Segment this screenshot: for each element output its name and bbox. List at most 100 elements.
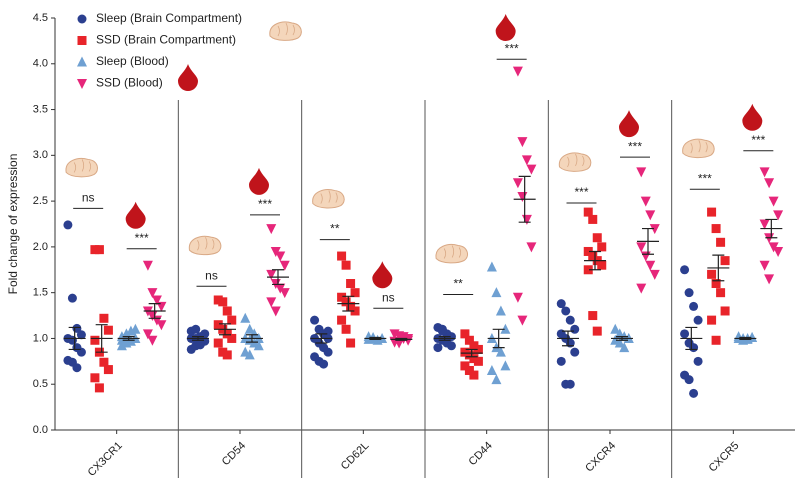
- brain-icon: [269, 21, 302, 41]
- significance-label: ***: [258, 197, 272, 211]
- data-point: [464, 335, 474, 345]
- data-point: [517, 315, 528, 326]
- data-point: [337, 315, 347, 325]
- data-point: [689, 388, 699, 398]
- error-bar: [95, 324, 108, 353]
- data-point: [561, 306, 571, 316]
- error-bar: [315, 333, 328, 344]
- data-point: [716, 237, 726, 247]
- significance-label: ns: [382, 290, 395, 304]
- error-bar: [192, 336, 204, 341]
- data-point: [645, 210, 656, 221]
- data-point: [592, 233, 602, 243]
- error-bar: [712, 254, 725, 282]
- data-point: [565, 379, 575, 389]
- error-bar: [272, 269, 284, 286]
- data-point: [156, 301, 167, 312]
- y-tick-label: 0.5: [33, 378, 48, 390]
- data-point: [337, 292, 347, 302]
- error-bar: [219, 323, 231, 336]
- data-point: [213, 338, 223, 348]
- data-point: [521, 214, 532, 225]
- data-point: [222, 350, 232, 360]
- significance-label: ***: [698, 171, 712, 185]
- data-point: [588, 251, 598, 261]
- error-bar: [148, 303, 161, 319]
- data-point: [597, 260, 607, 270]
- data-point: [689, 301, 699, 311]
- brain-icon-detail: [73, 159, 92, 173]
- data-point: [266, 269, 277, 280]
- data-point: [90, 335, 100, 345]
- legend-marker: [77, 36, 87, 45]
- data-point: [588, 214, 598, 224]
- data-point: [512, 178, 523, 189]
- data-point: [142, 329, 153, 340]
- data-point: [341, 260, 351, 270]
- data-point: [614, 337, 625, 348]
- data-point: [680, 265, 690, 275]
- data-point: [764, 178, 775, 189]
- data-point: [711, 279, 721, 289]
- error-bar: [589, 250, 601, 271]
- y-tick-label: 1.0: [33, 332, 48, 344]
- data-point: [486, 364, 497, 375]
- data-point: [151, 295, 162, 306]
- data-point: [707, 315, 717, 325]
- data-point: [720, 256, 730, 266]
- data-point: [341, 324, 351, 334]
- significance-label: ***: [574, 185, 588, 199]
- data-point: [67, 293, 77, 303]
- data-point: [517, 192, 528, 203]
- data-point: [116, 340, 127, 351]
- brain-icon: [435, 244, 469, 264]
- data-point: [473, 356, 483, 366]
- data-point: [583, 246, 593, 256]
- significance-label: ns: [82, 191, 95, 205]
- data-point: [486, 261, 497, 272]
- significance-label: ***: [628, 139, 642, 153]
- data-point: [640, 196, 651, 207]
- data-point: [323, 347, 333, 357]
- data-point: [500, 323, 511, 334]
- data-point: [645, 260, 656, 271]
- data-point: [473, 344, 483, 354]
- data-point: [565, 315, 575, 325]
- data-point: [103, 365, 113, 375]
- data-point: [526, 164, 537, 175]
- data-point: [195, 340, 205, 350]
- error-bar: [562, 330, 574, 347]
- data-point: [433, 343, 443, 353]
- x-tick-label: CD62L: [339, 440, 372, 473]
- data-point: [147, 335, 158, 346]
- data-point: [350, 306, 360, 316]
- data-point: [619, 342, 630, 353]
- data-point: [707, 269, 717, 279]
- data-point: [640, 251, 651, 262]
- brain-icon: [682, 138, 715, 159]
- data-point: [147, 288, 158, 299]
- data-point: [597, 242, 607, 252]
- data-point: [244, 323, 255, 334]
- data-point: [689, 343, 699, 353]
- data-point: [460, 361, 470, 371]
- blood-drop-icon: [495, 14, 516, 42]
- legend-marker: [77, 79, 87, 89]
- error-bar: [518, 175, 531, 223]
- data-point: [222, 306, 232, 316]
- data-point: [773, 210, 784, 221]
- data-point: [693, 356, 703, 366]
- data-point: [592, 326, 602, 336]
- blood-drop-icon: [249, 167, 269, 195]
- data-point: [684, 288, 694, 298]
- y-tick-label: 1.5: [33, 287, 48, 299]
- error-bar: [685, 326, 698, 351]
- brain-icon: [558, 152, 592, 172]
- data-point: [240, 312, 251, 323]
- y-tick-label: 0.0: [33, 424, 48, 436]
- legend-label: Sleep (Blood): [96, 54, 169, 68]
- data-point: [266, 224, 277, 235]
- error-bar: [68, 326, 81, 351]
